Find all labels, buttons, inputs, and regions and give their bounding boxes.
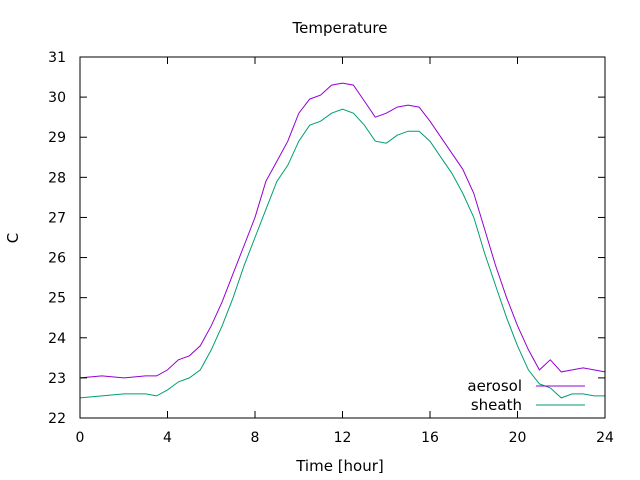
x-tick-label: 24 — [596, 430, 614, 446]
legend-label-aerosol: aerosol — [467, 377, 522, 395]
series-line-aerosol — [79, 82, 606, 379]
axis-layer: 0 4 8 12 16 20 24 22 23 24 25 26 27 28 29 30 31 — [48, 50, 614, 446]
y-tick-label: 24 — [48, 331, 66, 347]
series-line-sheath — [79, 108, 605, 399]
x-tick-label: 0 — [76, 430, 85, 446]
y-tick-label: 28 — [48, 170, 66, 186]
x-tick-label: 16 — [421, 430, 439, 446]
x-tick-label: 8 — [251, 430, 260, 446]
y-tick-label: 29 — [48, 130, 66, 146]
series-layer — [79, 82, 606, 399]
y-tick-label: 23 — [48, 371, 66, 387]
plot-frame — [79, 56, 606, 419]
x-tick-label: 12 — [334, 430, 352, 446]
y-axis-label: C — [4, 233, 22, 243]
y-tick-label: 27 — [48, 210, 66, 226]
y-tick-label: 22 — [48, 411, 66, 427]
y-tick-label: 31 — [48, 50, 66, 66]
legend-label-sheath: sheath — [471, 396, 522, 414]
chart-title: Temperature — [291, 19, 387, 37]
x-axis-label: Time [hour] — [295, 457, 384, 475]
y-tick-label: 26 — [48, 251, 66, 267]
y-tick-label: 25 — [48, 291, 66, 307]
x-tick-label: 4 — [163, 430, 172, 446]
x-tick-label: 20 — [509, 430, 527, 446]
y-tick-label: 30 — [48, 90, 66, 106]
